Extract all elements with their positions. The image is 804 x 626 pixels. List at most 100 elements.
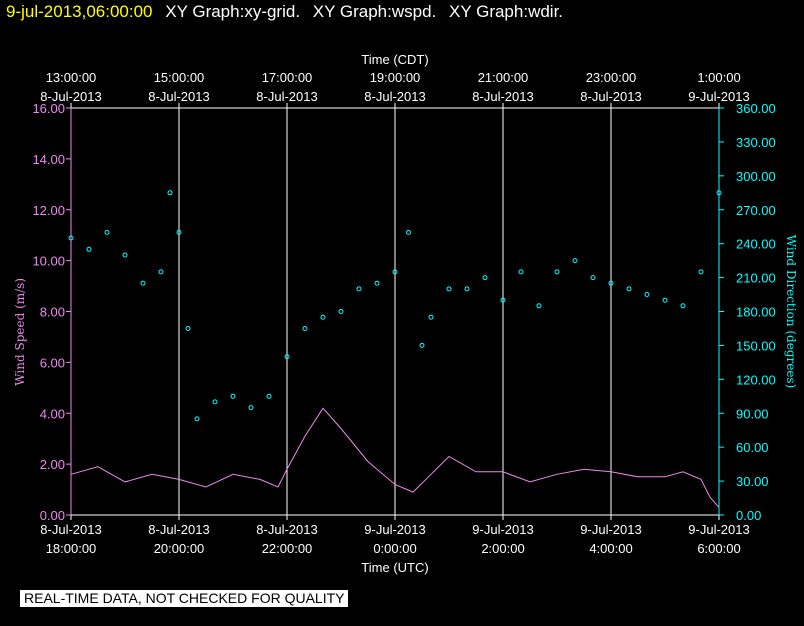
wind-direction-point xyxy=(302,326,308,331)
wind-direction-point xyxy=(644,292,650,297)
wind-direction-point xyxy=(194,416,200,422)
wind-direction-point xyxy=(248,405,254,411)
right-tick-label: 120.00 xyxy=(736,372,776,387)
right-tick-label: 240.00 xyxy=(736,237,776,252)
bottom-tick-label-date: 8-Jul-2013 xyxy=(148,522,209,537)
bottom-tick-label-time: 4:00:00 xyxy=(589,541,632,556)
wind-direction-point xyxy=(446,286,452,292)
quality-note: REAL-TIME DATA, NOT CHECKED FOR QUALITY xyxy=(20,590,349,607)
graph-title-wdir: XY Graph:wdir. xyxy=(449,2,564,21)
right-tick-label: 180.00 xyxy=(736,305,776,320)
wind-direction-point xyxy=(167,190,173,196)
left-tick-label: 6.00 xyxy=(40,355,65,370)
bottom-tick-label-time: 18:00:00 xyxy=(46,541,97,556)
bottom-tick-label-time: 6:00:00 xyxy=(697,541,740,556)
bottom-tick-label-date: 9-Jul-2013 xyxy=(364,522,425,537)
top-axis-title: Time (CDT) xyxy=(361,52,428,67)
timestamp: 9-jul-2013,06:00:00 xyxy=(6,2,153,21)
wind-direction-point xyxy=(716,190,722,196)
top-tick-label-time: 1:00:00 xyxy=(697,70,740,85)
wind-speed-line xyxy=(70,407,720,508)
left-tick-label: 10.00 xyxy=(32,254,65,269)
wind-direction-point xyxy=(140,280,146,286)
wind-direction-point xyxy=(176,229,182,235)
bottom-tick-label-time: 20:00:00 xyxy=(154,541,205,556)
right-tick-label: 150.00 xyxy=(736,338,776,353)
right-tick-label: 30.00 xyxy=(736,474,769,489)
right-tick-label: 330.00 xyxy=(736,135,776,150)
wind-direction-point xyxy=(500,297,506,303)
wind-direction-point xyxy=(104,229,110,235)
wind-direction-point xyxy=(158,269,164,275)
wind-direction-point xyxy=(356,286,362,292)
top-tick-label-date: 8-Jul-2013 xyxy=(148,89,209,104)
right-tick-label: 270.00 xyxy=(736,203,776,218)
left-tick-label: 16.00 xyxy=(32,101,65,116)
top-tick-label-time: 19:00:00 xyxy=(370,70,421,85)
wind-direction-point xyxy=(608,280,614,286)
wind-direction-point xyxy=(122,252,128,258)
wind-direction-point xyxy=(230,393,236,399)
bottom-tick-label-date: 9-Jul-2013 xyxy=(580,522,641,537)
wind-direction-point xyxy=(338,309,344,314)
bottom-tick-label-date: 8-Jul-2013 xyxy=(40,522,101,537)
graph-title-wspd: XY Graph:wspd. xyxy=(312,2,437,21)
right-tick-label: 210.00 xyxy=(736,271,776,286)
bottom-tick-label-date: 9-Jul-2013 xyxy=(472,522,533,537)
wind-direction-point xyxy=(662,297,668,303)
left-tick-label: 4.00 xyxy=(40,406,65,421)
right-tick-label: 360.00 xyxy=(736,101,776,116)
wind-direction-point xyxy=(482,275,488,281)
top-tick-label-time: 15:00:00 xyxy=(154,70,205,85)
wind-direction-point xyxy=(185,326,191,331)
wind-direction-point xyxy=(68,235,74,241)
wind-direction-point xyxy=(320,314,326,320)
left-tick-label: 14.00 xyxy=(32,152,65,167)
wind-direction-point xyxy=(374,280,380,286)
top-tick-label-date: 8-Jul-2013 xyxy=(256,89,317,104)
bottom-tick-label-date: 8-Jul-2013 xyxy=(256,522,317,537)
wind-direction-point xyxy=(419,342,425,348)
top-tick-label-date: 9-Jul-2013 xyxy=(688,89,749,104)
right-tick-label: 60.00 xyxy=(736,440,769,455)
graph-header: 9-jul-2013,06:00:00 XY Graph:xy-grid. XY… xyxy=(6,2,563,22)
wind-direction-point xyxy=(518,269,524,275)
wind-direction-point xyxy=(392,269,398,275)
left-tick-label: 2.00 xyxy=(40,457,65,472)
bottom-tick-label-time: 22:00:00 xyxy=(262,541,313,556)
bottom-axis-title: Time (UTC) xyxy=(361,560,428,575)
top-tick-label-date: 8-Jul-2013 xyxy=(580,89,641,104)
wind-direction-point xyxy=(626,286,632,292)
right-tick-label: 90.00 xyxy=(736,406,769,421)
wind-direction-point xyxy=(284,354,290,360)
right-tick-label: 300.00 xyxy=(736,169,776,184)
bottom-tick-label-time: 2:00:00 xyxy=(481,541,524,556)
top-tick-label-time: 17:00:00 xyxy=(262,70,313,85)
top-tick-label-date: 8-Jul-2013 xyxy=(364,89,425,104)
graph-title-grid: XY Graph:xy-grid. xyxy=(165,2,301,21)
wind-direction-point xyxy=(212,399,218,405)
wind-direction-point xyxy=(554,269,560,275)
wind-direction-point xyxy=(428,314,434,320)
left-tick-label: 0.00 xyxy=(40,508,65,523)
left-tick-label: 8.00 xyxy=(40,305,65,320)
bottom-tick-label-time: 0:00:00 xyxy=(373,541,416,556)
top-tick-label-time: 23:00:00 xyxy=(586,70,637,85)
right-tick-label: 0.00 xyxy=(736,508,761,523)
top-tick-label-date: 8-Jul-2013 xyxy=(472,89,533,104)
wind-direction-point xyxy=(464,286,470,292)
wind-direction-points xyxy=(68,190,722,422)
left-axis-title: Wind Speed (m/s) xyxy=(13,278,27,386)
wind-direction-point xyxy=(406,229,411,235)
wind-direction-point xyxy=(698,269,704,275)
wind-direction-point xyxy=(86,246,92,252)
top-tick-label-time: 21:00:00 xyxy=(478,70,529,85)
top-tick-label-time: 13:00:00 xyxy=(46,70,97,85)
right-axis-title: Wind Direction (degrees) xyxy=(784,235,798,389)
wind-direction-point xyxy=(266,393,272,399)
wind-direction-point xyxy=(680,303,686,309)
wind-direction-point xyxy=(590,275,596,281)
top-tick-label-date: 8-Jul-2013 xyxy=(40,89,101,104)
left-tick-label: 12.00 xyxy=(32,203,65,218)
